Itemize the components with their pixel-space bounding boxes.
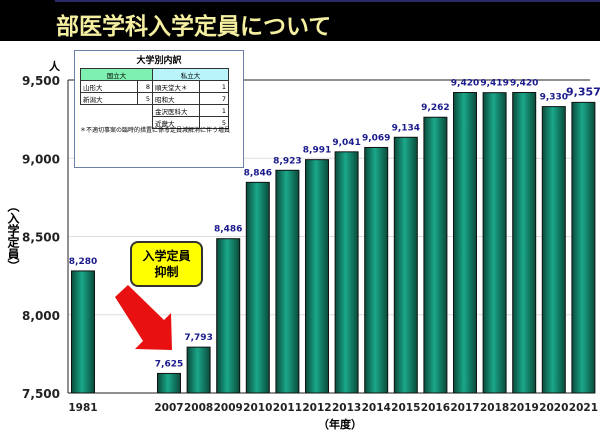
bar [186, 346, 211, 394]
data-label: 9,134 [392, 123, 420, 133]
data-label: 7,793 [184, 333, 212, 343]
callout-line1: 入学定員 [142, 249, 191, 263]
data-label: 9,330 [540, 93, 568, 103]
national-header: 国立大 [80, 68, 153, 81]
data-label: 9,419 [480, 79, 508, 89]
x-tick-label: 2020 [539, 402, 568, 414]
arrow-icon [115, 285, 172, 350]
y-tick-label: 8,000 [22, 309, 60, 323]
data-label: 8,923 [273, 156, 301, 166]
page-title: 部医学科入学定員について [56, 14, 332, 40]
breakdown-inset: 大学別内訳 国立大 私立大 山形大 8 順天堂大＊ 1 新潟大 5 昭和大 7 金沢医科… [74, 50, 244, 168]
national-value: 8 [137, 80, 153, 93]
national-value: 5 [137, 92, 153, 105]
y-tick-label: 8,500 [22, 231, 60, 245]
data-label: 9,420 [451, 79, 479, 89]
y-unit: 人 [49, 59, 61, 73]
private-name: 順天堂大＊ [152, 80, 200, 93]
x-tick-label: 2015 [391, 402, 420, 414]
bar [541, 106, 566, 394]
y-tick-label: 9,000 [22, 152, 60, 166]
data-label: 7,625 [155, 359, 183, 369]
x-tick-label: 2010 [243, 402, 272, 414]
inset-title: 大学別内訳 [136, 56, 182, 66]
bar [364, 146, 389, 394]
data-label: 8,846 [244, 168, 272, 178]
data-label: 8,486 [214, 225, 242, 235]
bar [216, 238, 241, 394]
data-label: 9,069 [362, 133, 390, 143]
bar [275, 169, 300, 394]
x-tick-label: 2018 [480, 402, 509, 414]
header-bar: 部医学科入学定員について [0, 0, 600, 41]
callout-line2: 抑制 [154, 265, 179, 279]
private-value: 7 [199, 92, 229, 105]
callout-box: 入学定員 抑制 [130, 241, 203, 287]
x-tick-label: 2008 [184, 402, 213, 414]
x-tick-label: 1981 [68, 402, 97, 414]
bar [157, 372, 181, 394]
y-axis-label: （入学定員） [6, 200, 20, 272]
x-tick-label: 2017 [450, 402, 479, 414]
bar [245, 181, 270, 394]
data-label: 9,041 [332, 138, 360, 148]
bar [453, 92, 477, 394]
x-tick-label: 2013 [332, 402, 361, 414]
x-tick-label: 2021 [569, 402, 598, 414]
bar [512, 92, 537, 394]
data-label: 9,357 [566, 85, 600, 98]
x-tick-label: 2009 [214, 402, 243, 414]
inset-note: ＊不適切事案の臨時的措置に係る定員減解消に伴う増員 [80, 127, 231, 134]
bar [393, 136, 418, 394]
data-label: 9,262 [421, 103, 449, 113]
bar [305, 159, 329, 394]
private-header: 私立大 [152, 68, 229, 81]
data-label: 9,420 [510, 79, 538, 89]
y-tick-label: 7,500 [22, 387, 60, 401]
data-label: 8,991 [303, 146, 331, 156]
breakdown-table: 国立大 私立大 山形大 8 順天堂大＊ 1 新潟大 5 昭和大 7 金沢医科大 1 近畿大… [80, 68, 229, 129]
private-value: 1 [199, 104, 229, 117]
bar [71, 270, 95, 394]
x-tick-label: 2016 [421, 402, 450, 414]
bar [334, 151, 359, 394]
bar [423, 116, 448, 394]
private-value: 1 [199, 80, 229, 93]
national-name: 新潟大 [80, 92, 138, 105]
x-tick-label: 2007 [154, 402, 183, 414]
x-axis-label: （年度） [318, 417, 362, 431]
x-tick-label: 2011 [273, 402, 302, 414]
private-name: 昭和大 [152, 92, 200, 105]
data-label: 8,280 [69, 257, 97, 267]
y-tick-label: 9,500 [22, 74, 60, 88]
national-name: 山形大 [80, 80, 138, 93]
x-tick-label: 2019 [510, 402, 539, 414]
bar [571, 101, 596, 394]
private-value: 5 [199, 116, 229, 129]
x-tick-label: 2012 [302, 402, 331, 414]
x-tick-label: 2014 [362, 402, 391, 414]
private-name: 金沢医科大 [152, 104, 200, 117]
bar [482, 92, 507, 394]
